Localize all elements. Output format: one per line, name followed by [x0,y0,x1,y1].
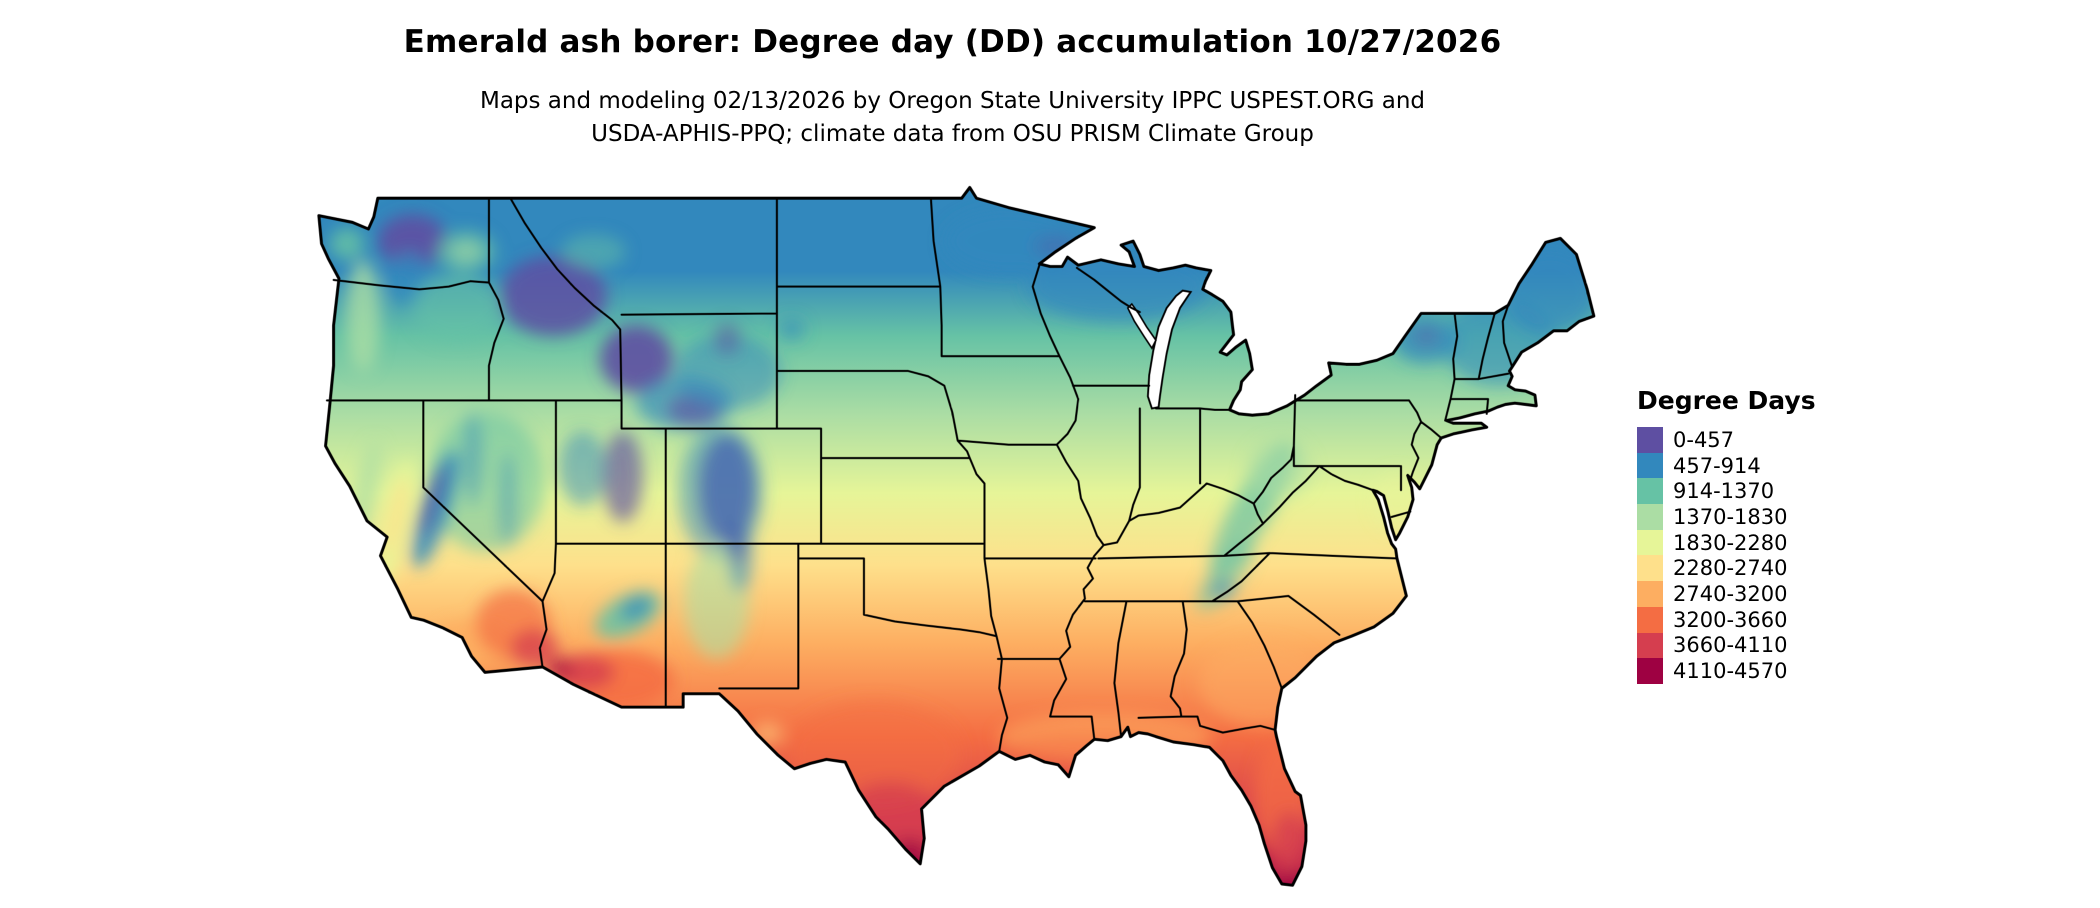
degree-day-raster [318,187,1594,886]
legend-label: 2280-2740 [1673,556,1788,581]
legend-swatch [1637,452,1663,479]
legend-entry: 1370-1830 [1637,504,1816,530]
legend-title: Degree Days [1637,386,1816,415]
legend-entry: 2280-2740 [1637,555,1816,582]
legend-entry: 457-914 [1637,452,1816,479]
legend-label: 1370-1830 [1673,504,1788,529]
legend-swatch [1637,581,1663,607]
legend-entry: 2740-3200 [1637,581,1816,607]
subtitle-line-1: Maps and modeling 02/13/2026 by Oregon S… [479,88,1426,114]
legend-swatch [1637,427,1663,453]
green-bay [1126,302,1157,350]
legend-swatch [1637,632,1663,659]
state-borders [325,197,1514,753]
map-header: Emerald ash borer: Degree day (DD) accum… [0,24,1905,150]
legend-entry: 1830-2280 [1637,529,1816,556]
lake-michigan [1146,289,1193,410]
great-lakes [1126,289,1193,410]
legend-entries: 0-457 457-914 914-1370 1370-1830 1830-2280 22… [1637,427,1816,684]
legend: Degree Days 0-457 457-914 914-1370 1370-183… [1637,386,1816,684]
legend-label: 0-457 [1673,427,1735,452]
legend-swatch [1637,606,1663,633]
legend-swatch [1637,658,1663,684]
legend-label: 3660-4110 [1673,633,1788,658]
legend-entry: 914-1370 [1637,478,1816,505]
legend-entry: 0-457 [1637,427,1816,453]
legend-label: 914-1370 [1673,479,1775,504]
legend-swatch [1637,529,1663,556]
subtitle-line-2: USDA-APHIS-PPQ; climate data from OSU PR… [591,120,1314,147]
legend-entry: 4110-4570 [1637,658,1816,684]
legend-entry: 3660-4110 [1637,632,1816,659]
legend-label: 4110-4570 [1673,659,1788,684]
legend-label: 3200-3660 [1673,607,1788,632]
us-outline [317,185,1596,887]
climate-detail-blobs [329,208,1594,886]
legend-label: 2740-3200 [1673,581,1788,606]
page-title: Emerald ash borer: Degree day (DD) accum… [403,24,1502,60]
legend-swatch [1637,478,1663,505]
page-subtitle: Maps and modeling 02/13/2026 by Oregon S… [0,85,1905,150]
us-degree-day-map [317,185,1596,887]
legend-label: 1830-2280 [1673,530,1788,555]
legend-entry: 3200-3660 [1637,606,1816,633]
legend-swatch [1637,504,1663,530]
legend-swatch [1637,555,1663,582]
legend-label: 457-914 [1673,453,1761,478]
